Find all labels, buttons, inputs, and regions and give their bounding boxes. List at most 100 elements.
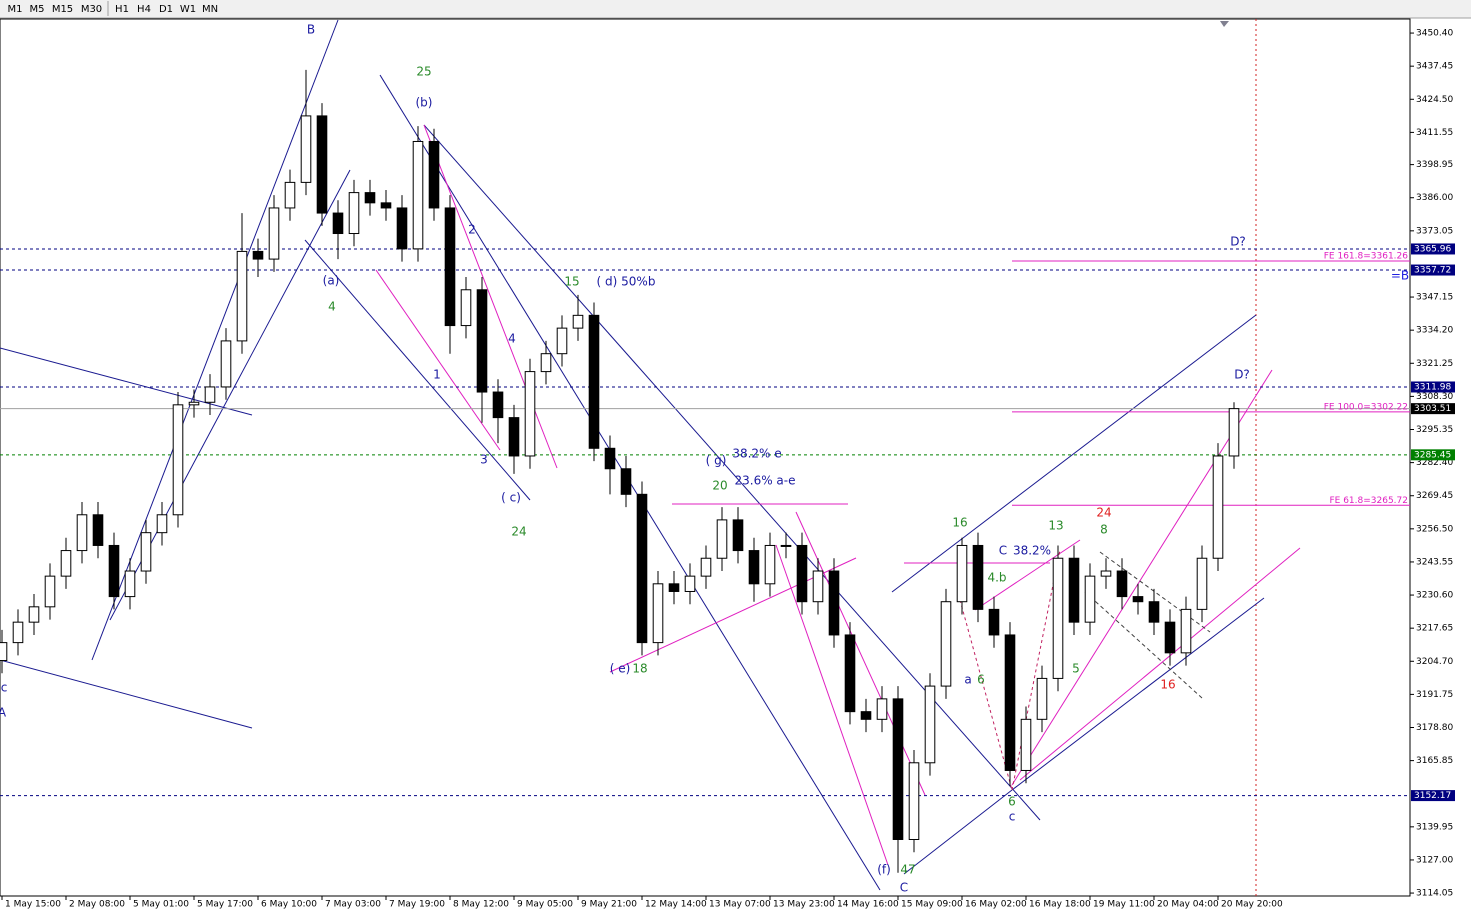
x-tick-label: 13 May 07:00 xyxy=(709,900,771,909)
candle-body xyxy=(540,353,552,373)
candle-body xyxy=(1228,408,1240,457)
y-tick-label: 3178.80 xyxy=(1416,723,1453,733)
timeframe-button[interactable] xyxy=(26,1,48,16)
timeframe-label[interactable]: M15 xyxy=(52,4,73,15)
price-level-box xyxy=(1411,264,1455,276)
candle-body xyxy=(12,621,24,644)
candle-body xyxy=(412,140,424,250)
candle-body xyxy=(700,557,712,577)
wave-label: C xyxy=(999,544,1007,558)
wave-label: c xyxy=(1009,810,1016,824)
candle-body xyxy=(1132,596,1144,603)
price-level-box xyxy=(1411,381,1455,393)
timeframe-button[interactable] xyxy=(199,1,221,16)
x-tick-label: 8 May 12:00 xyxy=(453,900,509,909)
price-level-box xyxy=(1411,403,1455,415)
candle-body xyxy=(1180,608,1192,654)
candle-body xyxy=(188,401,200,406)
x-tick-label: 19 May 11:00 xyxy=(1093,900,1155,909)
toolbar xyxy=(0,0,1471,18)
candle-body xyxy=(124,570,136,598)
candle-body xyxy=(396,207,408,250)
candle-body xyxy=(300,115,312,183)
x-tick-label: 15 May 09:00 xyxy=(901,900,963,909)
timeframe-label[interactable]: D1 xyxy=(159,4,173,15)
timeframe-button[interactable] xyxy=(48,1,77,16)
price-level-label: 3365.96 xyxy=(1414,244,1451,254)
timeframe-label[interactable]: MN xyxy=(202,4,218,15)
x-tick-label: 9 May 21:00 xyxy=(581,900,637,909)
price-levels: FE 161.8=3361.26 FE 100.0=3302.22 FE 61.8=… xyxy=(0,248,1410,797)
x-tick-label: 2 May 08:00 xyxy=(69,900,125,909)
candle-body xyxy=(444,207,456,327)
candle-body xyxy=(0,642,8,662)
wave-label: 23.6% a-e xyxy=(734,474,795,488)
y-tick-label: 3114.05 xyxy=(1416,889,1453,899)
shift-marker xyxy=(1220,21,1229,27)
wave-label: 5 xyxy=(1072,662,1080,676)
wave-label: 38.2% e xyxy=(732,447,781,461)
y-tick-label: 3334.20 xyxy=(1416,326,1453,336)
timeframe-label[interactable]: M1 xyxy=(8,4,23,15)
candle-body xyxy=(556,327,568,355)
candle-body xyxy=(780,544,792,547)
timeframe-label[interactable]: H4 xyxy=(137,4,151,15)
timeframe-label[interactable]: M30 xyxy=(81,4,102,15)
timeframe-button[interactable] xyxy=(177,1,199,16)
y-tick-label: 3282.40 xyxy=(1416,458,1453,468)
y-tick-label: 3127.00 xyxy=(1416,855,1453,865)
timeframe-bar: M1 M5 M15 M30 H1 H4 D1 W1 MN xyxy=(4,1,221,16)
wave-label: (b) xyxy=(416,96,433,110)
candle-body xyxy=(108,544,120,598)
x-tick-label: 20 May 04:00 xyxy=(1157,900,1219,909)
y-tick-label: 3398.95 xyxy=(1416,160,1453,170)
fib-label: FE 61.8=3265.72 xyxy=(1329,496,1408,506)
wave-label: 6 xyxy=(977,673,985,687)
timeframe-button[interactable] xyxy=(4,1,26,16)
timeframe-button[interactable] xyxy=(133,1,155,16)
candle-body xyxy=(1052,557,1064,679)
price-level-label: 3285.45 xyxy=(1414,450,1451,460)
candle-body xyxy=(636,493,648,644)
candle-body xyxy=(1068,557,1080,623)
x-tick-label: 16 May 02:00 xyxy=(965,900,1027,909)
candle-body xyxy=(764,544,776,585)
candle-body xyxy=(748,550,760,585)
timeframe-button[interactable] xyxy=(155,1,177,16)
dotted-guides xyxy=(959,549,1061,791)
candle-body xyxy=(92,514,104,546)
y-tick-label: 3230.60 xyxy=(1416,591,1453,601)
wave-label: =B xyxy=(1391,269,1409,283)
candle-body xyxy=(924,685,936,764)
x-tick-label: 12 May 14:00 xyxy=(645,900,707,909)
price-level-label: 3152.17 xyxy=(1414,791,1451,801)
annotations: B 25 (b) 2 (a) 4 15 ( d) 50%b 1 4 3 ( c) 24 ( g) 38.2%… xyxy=(0,23,1409,895)
x-tick-label: 1 May 15:00 xyxy=(5,900,61,909)
price-level-box xyxy=(1411,243,1455,255)
wave-label: ( c) xyxy=(501,491,521,505)
wave-label: C xyxy=(900,881,908,895)
timeframe-label[interactable]: M5 xyxy=(30,4,45,15)
timeframe-button[interactable] xyxy=(111,1,133,16)
candle-body xyxy=(492,391,504,419)
dashed-channel xyxy=(1084,551,1211,699)
candle-body xyxy=(220,340,232,388)
wave-label: ( d) 50%b xyxy=(597,275,656,289)
candle-body xyxy=(876,698,888,720)
candle-body xyxy=(988,608,1000,636)
candle-body xyxy=(652,583,664,644)
timeframe-button[interactable] xyxy=(77,1,106,16)
price-level-box xyxy=(1411,790,1455,802)
candle-body xyxy=(588,314,600,449)
timeframe-label[interactable]: W1 xyxy=(180,4,196,15)
candle-body xyxy=(668,583,680,592)
wave-label: 1 xyxy=(433,368,441,382)
candle-body xyxy=(572,314,584,329)
wave-label: 6 xyxy=(1008,795,1016,809)
candle-body xyxy=(316,115,328,214)
timeframe-label[interactable]: H1 xyxy=(115,4,129,15)
wave-label: 4 xyxy=(508,332,516,346)
candle-body xyxy=(348,192,360,235)
wave-label: D? xyxy=(1234,368,1250,382)
candle-body xyxy=(1020,718,1032,771)
